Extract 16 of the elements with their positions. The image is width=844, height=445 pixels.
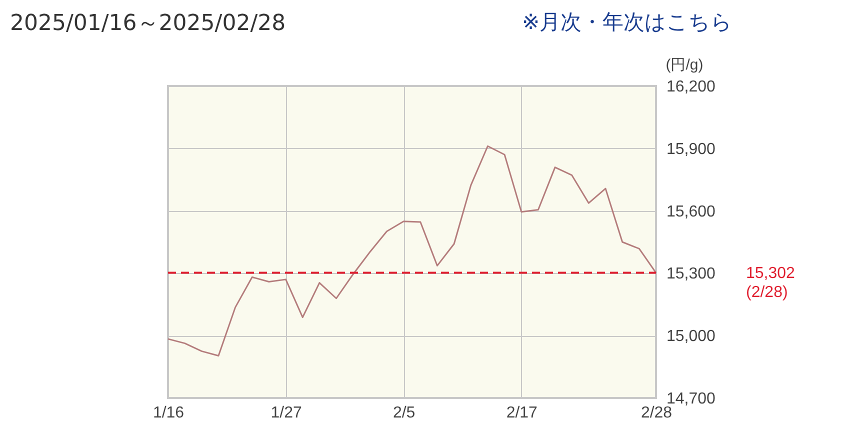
x-tick-label: 2/17 bbox=[506, 404, 538, 422]
y-tick-label: 16,200 bbox=[666, 78, 716, 96]
x-tick-label: 1/16 bbox=[152, 404, 184, 422]
y-tick-label: 15,900 bbox=[666, 140, 716, 158]
y-tick-label: 15,600 bbox=[666, 203, 716, 220]
x-tick-label: 2/28 bbox=[640, 404, 672, 422]
line-series bbox=[167, 145, 657, 357]
text: ※月次・年次はこちら bbox=[522, 9, 733, 36]
y-tick-label: 15,300 bbox=[666, 266, 716, 283]
y-axis-title: (円/g) bbox=[666, 56, 704, 74]
chart-title: 2025/01/16～2025/02/28 bbox=[10, 10, 286, 38]
y-tick-label: 14,700 bbox=[666, 390, 716, 408]
x-tick-label: 2/5 bbox=[392, 404, 416, 422]
y-tick-label: 15,000 bbox=[666, 328, 716, 346]
x-tick-label: 1/27 bbox=[270, 404, 302, 422]
ref-line-label: 15,302 (2/28) bbox=[746, 264, 796, 301]
